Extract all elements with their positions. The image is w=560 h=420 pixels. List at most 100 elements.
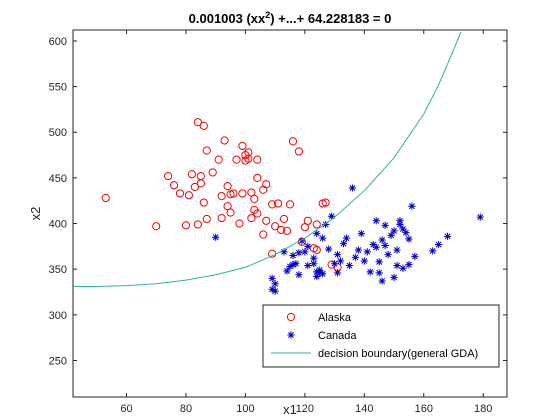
canada-point [286, 262, 294, 271]
alaska-point [253, 209, 262, 218]
canada-point [313, 268, 321, 276]
canada-point [396, 217, 404, 225]
canada-point [443, 232, 452, 240]
legend-label: decision boundary(general GDA) [318, 348, 478, 360]
alaska-point [175, 189, 185, 198]
y-tick-label: 500 [49, 127, 67, 139]
alaska-point [312, 245, 321, 255]
legend-item: Alaska [286, 312, 352, 324]
canada-point [304, 242, 312, 250]
canada-point [280, 248, 288, 256]
alaska-point [250, 194, 259, 203]
alaska-point [274, 199, 283, 208]
decision-boundary-line [73, 31, 462, 287]
canada-point [402, 229, 410, 237]
canada-point [390, 273, 398, 282]
canada-point [363, 248, 371, 256]
y-tick-label: 350 [49, 264, 67, 276]
alaska-point [288, 137, 298, 146]
canada-point [271, 280, 279, 288]
canada-point [351, 253, 359, 261]
alaska-point [223, 182, 232, 191]
canada-point [405, 235, 413, 243]
canada-point [304, 261, 312, 270]
alaska-point [208, 168, 217, 177]
alaska-point [238, 189, 247, 198]
canada-point [372, 217, 380, 225]
legend-label: Alaska [318, 312, 352, 324]
canada-point [387, 231, 395, 240]
canada-point [369, 240, 377, 249]
alaska-point [262, 216, 271, 225]
canada-point [325, 245, 333, 253]
chart-title: 0.001003 (xx2) +...+ 64.228183 = 0 [189, 10, 392, 26]
canada-point [399, 264, 407, 272]
alaska-point [244, 154, 253, 163]
x-tick-label: 120 [296, 403, 314, 415]
canada-point [405, 261, 413, 269]
canada-point [328, 212, 336, 220]
x-tick-label: 180 [474, 403, 492, 415]
canada-point [301, 248, 309, 256]
y-tick-label: 300 [49, 310, 67, 322]
alaska-point [229, 189, 238, 198]
x-tick-label: 140 [355, 403, 373, 415]
y-tick-label: 600 [49, 36, 67, 48]
alaska-point [285, 200, 295, 209]
canada-point [319, 234, 327, 242]
alaska-point [196, 179, 205, 188]
canada-point [298, 237, 306, 245]
y-tick-label: 550 [49, 82, 67, 94]
legend-item: Canada [287, 330, 357, 342]
canada-point [396, 220, 404, 229]
canada-point [476, 213, 484, 221]
canada-point [268, 274, 276, 282]
axes-box [72, 29, 508, 398]
alaska-point [276, 225, 286, 235]
canada-point [381, 221, 389, 229]
x-tick-label: 160 [415, 403, 433, 415]
canada-point [342, 234, 351, 242]
title-superscript: 2 [265, 10, 270, 20]
y-tick-label: 250 [49, 355, 67, 367]
legend-marker [287, 331, 295, 339]
canada-point [390, 227, 398, 235]
alaska-point [271, 222, 280, 231]
alaska-point [199, 121, 208, 130]
alaska-point [294, 147, 304, 156]
x-tick-label: 60 [120, 403, 132, 415]
canada-point [375, 258, 383, 266]
y-tick-label: 400 [49, 219, 67, 231]
canada-point [333, 250, 342, 259]
alaska-point [262, 180, 271, 189]
y-axis-label: x2 [28, 207, 43, 221]
canada-point [378, 236, 386, 244]
canada-point [375, 269, 383, 277]
canada-point [283, 267, 291, 275]
alaska-point [190, 182, 199, 192]
alaska-point [244, 148, 253, 157]
alaska-point [321, 198, 330, 207]
canada-point [357, 229, 365, 238]
canada-point [316, 266, 324, 274]
alaska-point [193, 118, 202, 127]
canada-point [268, 285, 276, 293]
x-axis-label: x1 [283, 402, 297, 417]
canada-point [372, 243, 380, 251]
canada-point [408, 202, 416, 210]
canada-point [313, 272, 321, 281]
canada-point [411, 252, 419, 261]
canada-point [295, 249, 303, 257]
alaska-point [181, 221, 191, 230]
canada-point [345, 261, 354, 270]
canada-point [336, 257, 345, 265]
alaska-point [268, 200, 277, 209]
legend-item: decision boundary(general GDA) [271, 348, 478, 360]
canada-point [212, 233, 220, 241]
canada-point [313, 229, 321, 238]
alaska-point [164, 171, 173, 181]
alaska-point [279, 214, 289, 224]
alaska-point [238, 141, 247, 151]
alaska-point [312, 220, 321, 229]
